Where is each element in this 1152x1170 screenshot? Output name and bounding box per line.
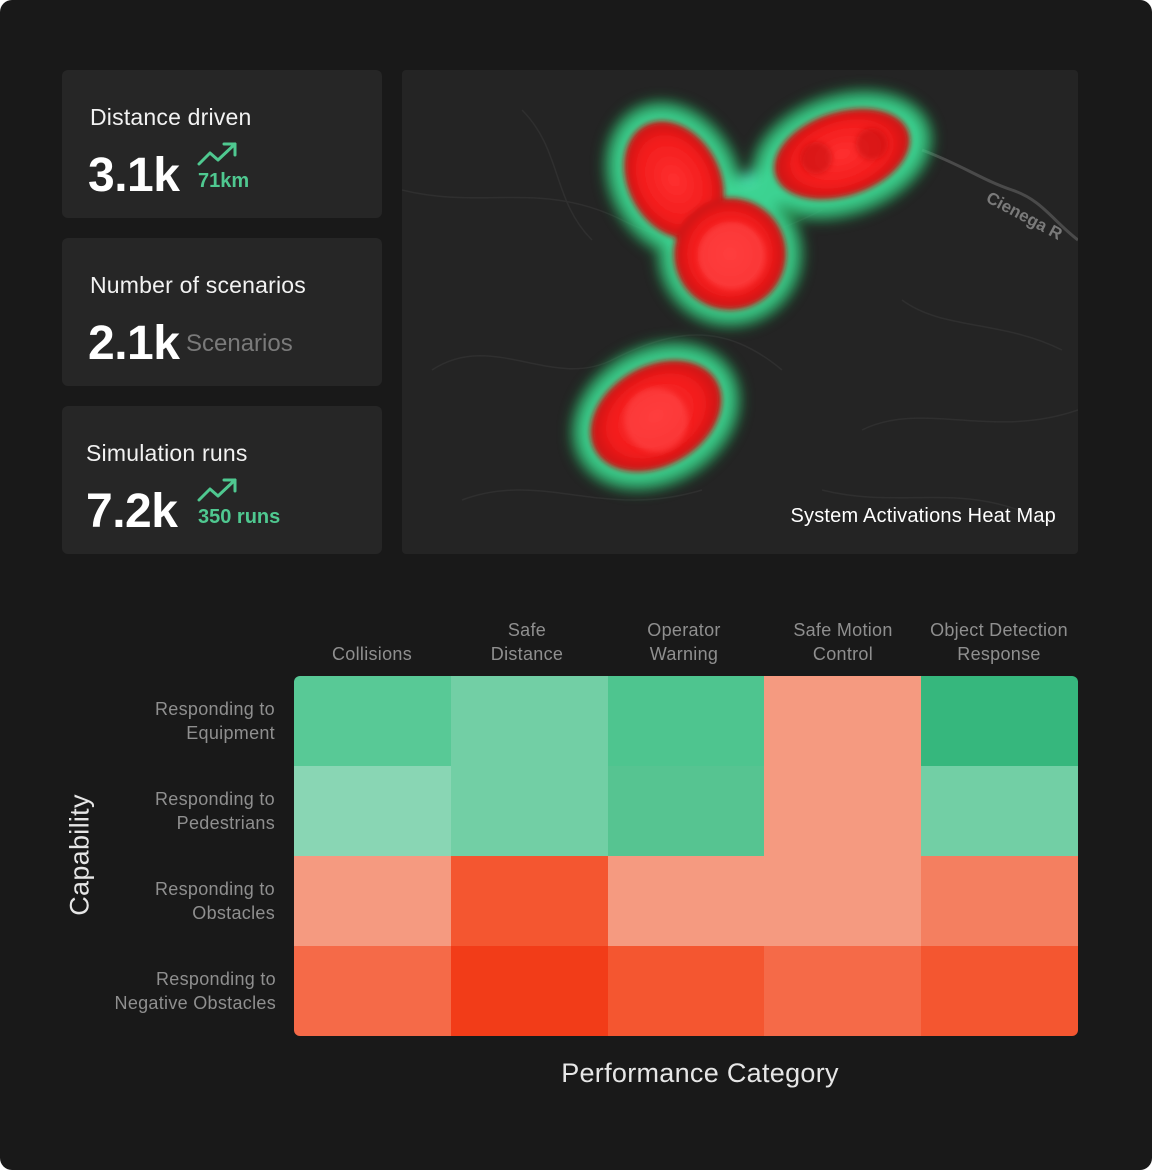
heatmap-cell[interactable] bbox=[450, 766, 609, 857]
row-header-line: Responding to bbox=[155, 789, 275, 809]
column-header: Object Detection Response bbox=[921, 618, 1077, 666]
stat-card-simulation-runs: Simulation runs 7.2k 350 runs bbox=[62, 406, 382, 554]
heatmap-cell[interactable] bbox=[294, 946, 452, 1036]
stat-value: 3.1k bbox=[88, 149, 180, 202]
heatmap-cell[interactable] bbox=[294, 856, 452, 947]
heatmap-cell[interactable] bbox=[921, 856, 1078, 947]
heatmap-cell[interactable] bbox=[764, 946, 922, 1036]
column-header-line: Distance bbox=[490, 644, 564, 664]
heatmap-cell[interactable] bbox=[764, 856, 922, 947]
heatmap-cell[interactable] bbox=[764, 676, 922, 767]
heatmap-cell[interactable] bbox=[607, 946, 765, 1036]
heatmap-cell[interactable] bbox=[607, 676, 765, 767]
row-header: Responding to Equipment bbox=[75, 697, 275, 745]
column-header-line: Operator bbox=[647, 620, 721, 640]
column-header: Safe Motion Control bbox=[765, 618, 921, 666]
heatmap-cell[interactable] bbox=[294, 676, 452, 767]
stat-card-scenarios: Number of scenarios 2.1k Scenarios bbox=[62, 238, 382, 386]
activation-heat-map[interactable]: Cienega R System Activations Heat Map bbox=[402, 70, 1078, 554]
trending-up-icon bbox=[197, 478, 237, 502]
stat-sub: 350 runs bbox=[198, 506, 281, 528]
row-header-line: Responding to bbox=[155, 699, 275, 719]
column-header-line: Safe Motion bbox=[793, 620, 893, 640]
row-header-line: Responding to bbox=[156, 969, 276, 989]
heatmap-cell[interactable] bbox=[607, 766, 765, 857]
row-header-line: Equipment bbox=[186, 723, 275, 743]
stat-value: 2.1k bbox=[88, 317, 180, 370]
row-header: Responding to Obstacles bbox=[75, 877, 275, 925]
heatmap-cell[interactable] bbox=[764, 766, 922, 857]
stat-sub: 71km bbox=[198, 170, 250, 192]
stat-sub: Scenarios bbox=[186, 330, 293, 357]
column-header: Safe Distance bbox=[449, 618, 605, 666]
row-header-line: Pedestrians bbox=[176, 813, 275, 833]
heatmap-cell[interactable] bbox=[921, 766, 1078, 857]
map-main-road bbox=[921, 148, 1078, 242]
heatmap-cell[interactable] bbox=[450, 856, 609, 947]
column-header: Operator Warning bbox=[606, 618, 762, 666]
heatmap-cell[interactable] bbox=[921, 676, 1078, 767]
x-axis-title: Performance Category bbox=[561, 1058, 839, 1088]
row-header: Responding to Negative Obstacles bbox=[76, 967, 276, 1015]
row-header-line: Negative Obstacles bbox=[114, 993, 276, 1013]
row-header-line: Obstacles bbox=[192, 903, 275, 923]
heatmap-cell[interactable] bbox=[294, 766, 452, 857]
heat-map-canvas bbox=[402, 89, 1078, 521]
heat-map-caption: System Activations Heat Map bbox=[790, 505, 1056, 527]
column-header-line: Collisions bbox=[331, 644, 413, 664]
column-header-line: Warning bbox=[649, 644, 719, 664]
stat-label: Number of scenarios bbox=[90, 272, 306, 298]
heatmap-cell[interactable] bbox=[921, 946, 1078, 1036]
capability-heatmap bbox=[294, 676, 1078, 1036]
stat-value: 7.2k bbox=[86, 485, 178, 538]
column-header-line: Control bbox=[812, 644, 874, 664]
column-header: Collisions bbox=[294, 618, 450, 666]
stat-label: Simulation runs bbox=[86, 440, 248, 466]
column-header-line: Object Detection bbox=[930, 620, 1068, 640]
column-header-line: Response bbox=[957, 644, 1041, 664]
heatmap-cell[interactable] bbox=[607, 856, 765, 947]
row-header-line: Responding to bbox=[155, 879, 275, 899]
heatmap-cell[interactable] bbox=[450, 676, 609, 767]
stat-label: Distance driven bbox=[90, 104, 252, 130]
heatmap-cell[interactable] bbox=[450, 946, 609, 1036]
row-header: Responding to Pedestrians bbox=[75, 787, 275, 835]
column-header-line: Safe bbox=[507, 620, 547, 640]
trending-up-icon bbox=[197, 142, 237, 166]
y-axis-title: Capability bbox=[64, 794, 95, 916]
stat-card-distance: Distance driven 3.1k 71km bbox=[62, 70, 382, 218]
